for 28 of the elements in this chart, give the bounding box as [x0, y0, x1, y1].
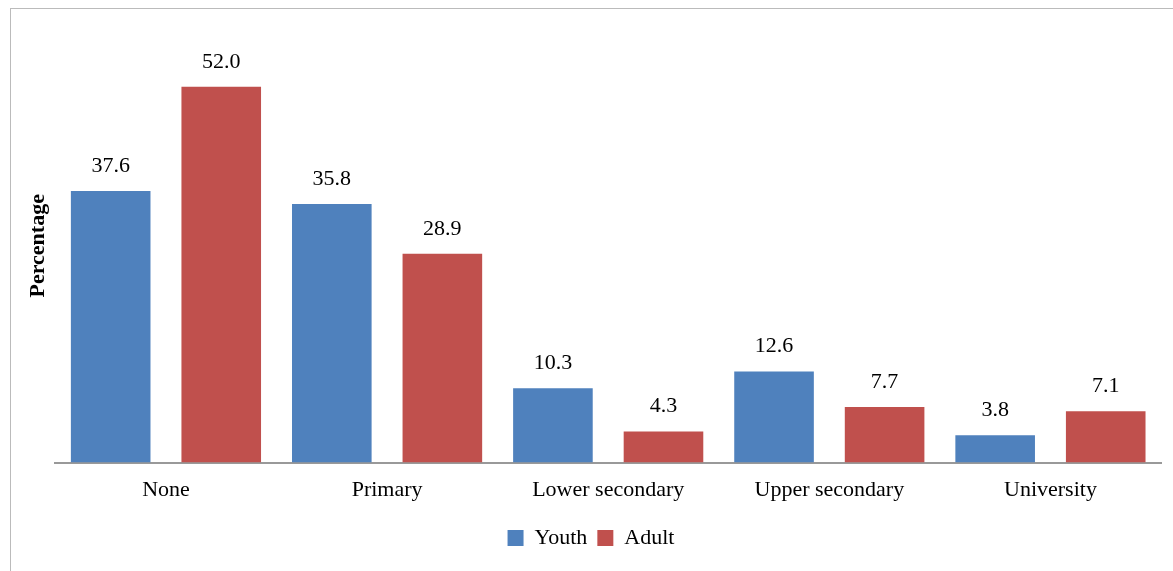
- x-tick-label: Lower secondary: [532, 475, 685, 501]
- bar: [734, 371, 814, 463]
- bar: [623, 431, 704, 463]
- data-label: 37.6: [91, 151, 130, 177]
- data-label: 35.8: [312, 164, 352, 190]
- bar: [844, 406, 925, 463]
- bar: [292, 203, 372, 463]
- y-axis-title: Percentage: [23, 193, 49, 298]
- bar: [402, 253, 483, 463]
- data-label: 52.0: [201, 47, 241, 73]
- data-label: 4.3: [649, 392, 678, 418]
- data-label: 3.8: [981, 395, 1009, 421]
- bar: [70, 190, 151, 463]
- data-label: 12.6: [754, 332, 794, 358]
- data-label: 7.1: [1091, 372, 1120, 398]
- bar: [955, 435, 1035, 463]
- data-label: 28.9: [423, 214, 462, 240]
- bar: [513, 388, 593, 463]
- x-tick-label: None: [142, 475, 190, 501]
- x-tick-label: University: [1003, 475, 1097, 501]
- x-tick-label: Primary: [351, 475, 423, 501]
- bar: [1065, 411, 1146, 463]
- legend-label: Youth: [534, 523, 588, 549]
- legend-label: Adult: [624, 523, 675, 549]
- bar: [181, 86, 262, 463]
- data-label: 7.7: [870, 367, 899, 393]
- x-tick-label: Upper secondary: [754, 475, 905, 501]
- data-label: 10.3: [533, 348, 573, 374]
